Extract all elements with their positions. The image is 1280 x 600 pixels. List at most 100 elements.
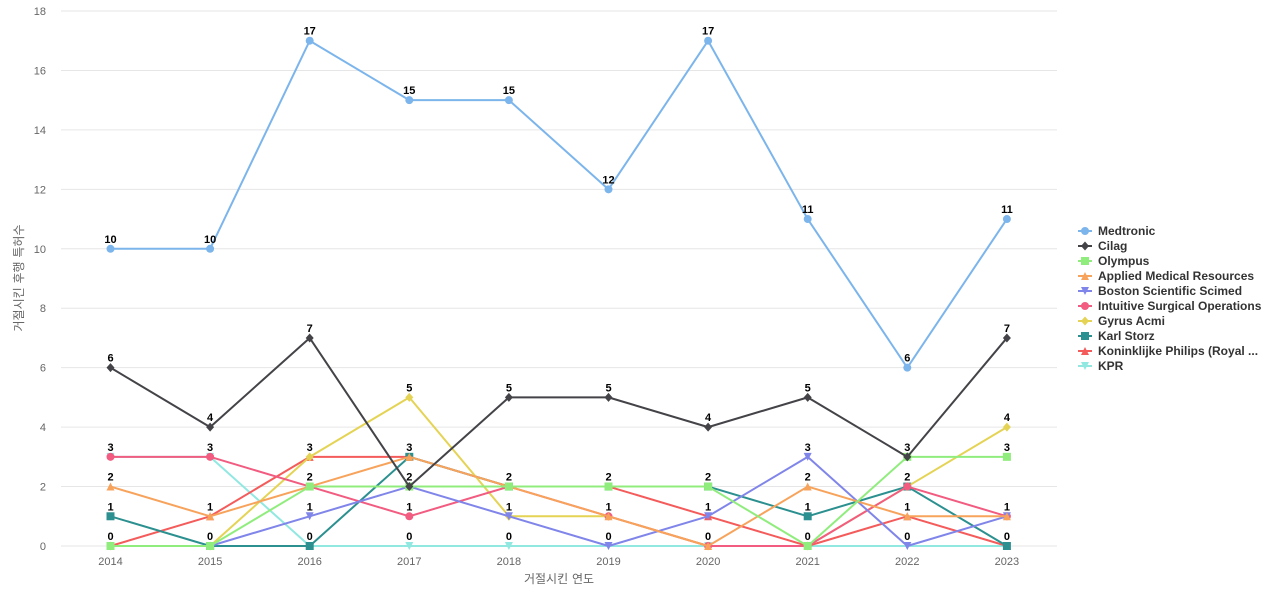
data-label: 2 [805,472,811,484]
data-point [206,542,215,550]
data-label: 2 [307,472,313,484]
data-label: 0 [1004,531,1010,543]
data-label: 4 [207,412,214,424]
data-label: 1 [904,501,910,513]
x-tick-label: 2022 [895,556,919,568]
data-point [604,185,613,194]
data-point [405,482,414,492]
legend-marker [1081,362,1089,370]
data-label: 0 [805,531,811,543]
data-point [903,363,912,372]
data-label: 2 [406,472,412,484]
legend-marker [1081,316,1089,326]
data-point [1002,215,1011,224]
data-label: 12 [602,174,614,186]
data-label: 3 [904,442,910,454]
grid-lines [61,10,1057,547]
x-tick-label: 2019 [596,556,620,568]
legend-marker [1081,287,1089,295]
data-label: 0 [207,531,213,543]
legend-marker [1081,272,1089,280]
data-label: 1 [107,501,113,513]
y-tick-label: 12 [34,184,46,196]
x-tick-label: 2021 [795,556,819,568]
data-point [504,512,513,521]
data-label: 0 [107,531,113,543]
series-medtronic [106,36,1011,372]
data-point [604,392,613,402]
legend-label: Gyrus Acmi [1098,314,1165,328]
data-label: 3 [107,442,113,454]
data-label: 11 [802,204,814,216]
legend-marker [1081,332,1089,340]
series-line [109,336,1008,488]
data-point [1002,512,1011,521]
x-tick-label: 2020 [696,556,720,568]
data-point [206,512,215,521]
data-point [504,482,513,491]
legend-label: Karl Storz [1098,329,1155,343]
data-point [305,452,314,462]
data-point [604,542,613,550]
data-point [604,482,613,491]
data-point [803,215,812,224]
y-tick-label: 10 [34,244,46,256]
x-tick-label: 2017 [397,556,421,568]
legend-item: Gyrus Acmi [1078,314,1165,328]
data-point [106,542,115,550]
series-line [109,39,1008,369]
data-label: 6 [107,353,113,365]
data-label: 17 [702,26,714,38]
y-tick-label: 8 [40,303,46,315]
legend-label: Boston Scientific Scimed [1098,284,1242,298]
series-line [109,396,1008,547]
data-point [704,482,713,491]
data-point [704,422,713,432]
data-point [803,542,812,550]
legend-label: Olympus [1098,254,1150,268]
legend-item: Intuitive Surgical Operations [1078,299,1262,313]
data-point [305,542,314,550]
data-label: 15 [403,85,415,97]
data-point [106,363,115,373]
y-tick-label: 14 [34,125,46,137]
x-tick-label: 2015 [198,556,222,568]
data-label: 1 [705,501,711,513]
data-label: 3 [805,442,811,454]
data-point [1002,542,1011,550]
data-label: 0 [904,531,910,543]
legend-item: Olympus [1078,254,1150,268]
data-point [803,452,812,461]
series-lines [106,36,1011,551]
data-point [206,422,215,432]
data-point [803,512,812,521]
data-point [504,392,513,402]
data-label: 11 [1001,204,1013,216]
x-tick-label: 2023 [995,556,1019,568]
legend-marker [1081,227,1089,235]
data-point [903,482,912,491]
data-label: 2 [605,472,611,484]
data-point [305,482,314,491]
data-point [803,482,812,491]
legend-item: Koninklijke Philips (Royal ... [1078,344,1258,358]
series-line [109,455,1008,547]
data-label: 5 [506,382,512,394]
data-label: 10 [204,234,216,246]
data-label: 3 [1004,442,1010,454]
legend-item: Medtronic [1078,224,1156,238]
data-point [106,452,115,461]
y-tick-label: 4 [40,422,46,434]
data-label: 6 [904,353,910,365]
y-tick-label: 18 [34,6,46,18]
data-point [305,512,314,521]
data-label: 0 [406,531,412,543]
y-tick-label: 16 [34,65,46,77]
data-label: 1 [805,501,811,513]
y-axis-title: 거절시킨 후행 특허수 [11,225,26,332]
data-label: 2 [107,472,113,484]
